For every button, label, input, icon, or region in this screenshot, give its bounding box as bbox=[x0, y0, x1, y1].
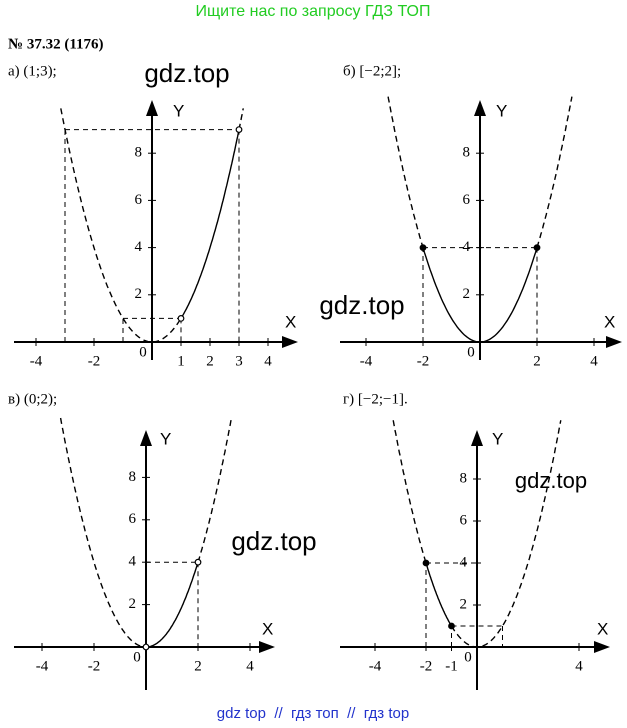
curve-solid bbox=[180, 129, 240, 319]
curve-solid bbox=[425, 562, 453, 627]
y-tick-label: 8 bbox=[460, 470, 468, 486]
y-tick-label: 6 bbox=[460, 512, 468, 528]
x-tick-label: -4 bbox=[36, 658, 49, 674]
curve-dashed bbox=[59, 417, 146, 648]
point bbox=[419, 244, 427, 252]
x-axis-label: X bbox=[285, 312, 296, 331]
y-tick-label: 2 bbox=[460, 596, 468, 612]
x-tick-label: 2 bbox=[533, 353, 541, 369]
x-tick-label: -4 bbox=[30, 353, 43, 369]
x-tick-label: 4 bbox=[264, 353, 272, 369]
origin-label: 0 bbox=[464, 649, 472, 665]
y-axis-label: Y bbox=[160, 429, 171, 448]
y-axis-arrow bbox=[471, 430, 483, 446]
x-tick-label: -2 bbox=[88, 353, 101, 369]
problem-number: № 37.32 (1176) bbox=[8, 36, 104, 52]
y-axis-arrow bbox=[474, 100, 486, 116]
footer: gdz top // гдз топ // гдз top bbox=[217, 705, 409, 722]
x-tick-label: -1 bbox=[445, 658, 458, 674]
x-tick-label: -4 bbox=[369, 658, 382, 674]
x-axis-arrow bbox=[606, 336, 622, 348]
x-axis-arrow bbox=[282, 336, 298, 348]
x-tick-label: -2 bbox=[417, 353, 430, 369]
curve-dashed bbox=[536, 96, 573, 248]
part-label: г) [−2;−1]. bbox=[343, 391, 408, 407]
y-tick-label: 8 bbox=[463, 145, 471, 161]
point bbox=[235, 126, 243, 134]
curve-solid bbox=[146, 561, 199, 648]
x-tick-label: 3 bbox=[235, 353, 243, 369]
curve-dashed bbox=[238, 108, 244, 130]
y-axis-label: Y bbox=[492, 429, 503, 448]
point bbox=[448, 622, 455, 630]
curve-dashed bbox=[387, 96, 424, 248]
y-axis-label: Y bbox=[496, 101, 507, 120]
y-tick-label: 4 bbox=[460, 554, 468, 570]
origin-label: 0 bbox=[133, 649, 141, 665]
y-axis-arrow bbox=[146, 100, 158, 116]
y-axis-label: Y bbox=[173, 101, 184, 120]
point bbox=[422, 559, 430, 567]
watermark: gdz.top bbox=[231, 526, 316, 556]
x-tick-label: 4 bbox=[575, 658, 583, 674]
curve-dashed bbox=[60, 108, 182, 343]
y-tick-label: 2 bbox=[463, 286, 471, 302]
y-tick-label: 6 bbox=[129, 511, 137, 527]
part-label: в) (0;2); bbox=[8, 391, 57, 407]
y-axis-arrow bbox=[140, 430, 152, 446]
origin-label: 0 bbox=[139, 344, 147, 360]
x-tick-label: 4 bbox=[246, 658, 254, 674]
x-tick-label: -2 bbox=[420, 658, 433, 674]
x-axis-arrow bbox=[594, 641, 610, 653]
x-axis-label: X bbox=[597, 619, 608, 638]
x-tick-label: 2 bbox=[194, 658, 202, 674]
x-tick-label: 4 bbox=[590, 353, 598, 369]
curve-dashed bbox=[392, 420, 427, 564]
y-tick-label: 6 bbox=[135, 192, 143, 208]
y-tick-label: 4 bbox=[463, 239, 471, 255]
part-label: б) [−2;2]; bbox=[343, 63, 401, 79]
point bbox=[533, 244, 541, 252]
x-axis-arrow bbox=[259, 641, 275, 653]
x-tick-label: 2 bbox=[206, 353, 214, 369]
y-tick-label: 4 bbox=[135, 239, 143, 255]
y-tick-label: 6 bbox=[463, 192, 471, 208]
watermark: gdz.top bbox=[319, 290, 404, 320]
x-axis-label: X bbox=[604, 312, 615, 331]
x-tick-label: -4 bbox=[360, 353, 373, 369]
origin-label: 0 bbox=[467, 344, 475, 360]
curve-dashed bbox=[197, 417, 233, 563]
y-tick-label: 8 bbox=[129, 469, 137, 485]
x-axis-label: X bbox=[262, 619, 273, 638]
x-tick-label: -2 bbox=[88, 658, 101, 674]
point bbox=[194, 558, 202, 566]
part-label: а) (1;3); bbox=[8, 63, 57, 79]
point bbox=[142, 643, 150, 651]
curve-solid bbox=[422, 247, 538, 343]
point bbox=[177, 315, 185, 322]
watermark: gdz.top bbox=[144, 58, 229, 88]
x-tick-label: 1 bbox=[177, 353, 185, 369]
y-tick-label: 2 bbox=[129, 596, 137, 612]
y-tick-label: 2 bbox=[135, 286, 143, 302]
y-tick-label: 4 bbox=[129, 554, 137, 570]
curve-dashed bbox=[450, 420, 562, 648]
banner: Ищите нас по запросу ГДЗ ТОП bbox=[196, 3, 431, 20]
y-tick-label: 8 bbox=[135, 145, 143, 161]
